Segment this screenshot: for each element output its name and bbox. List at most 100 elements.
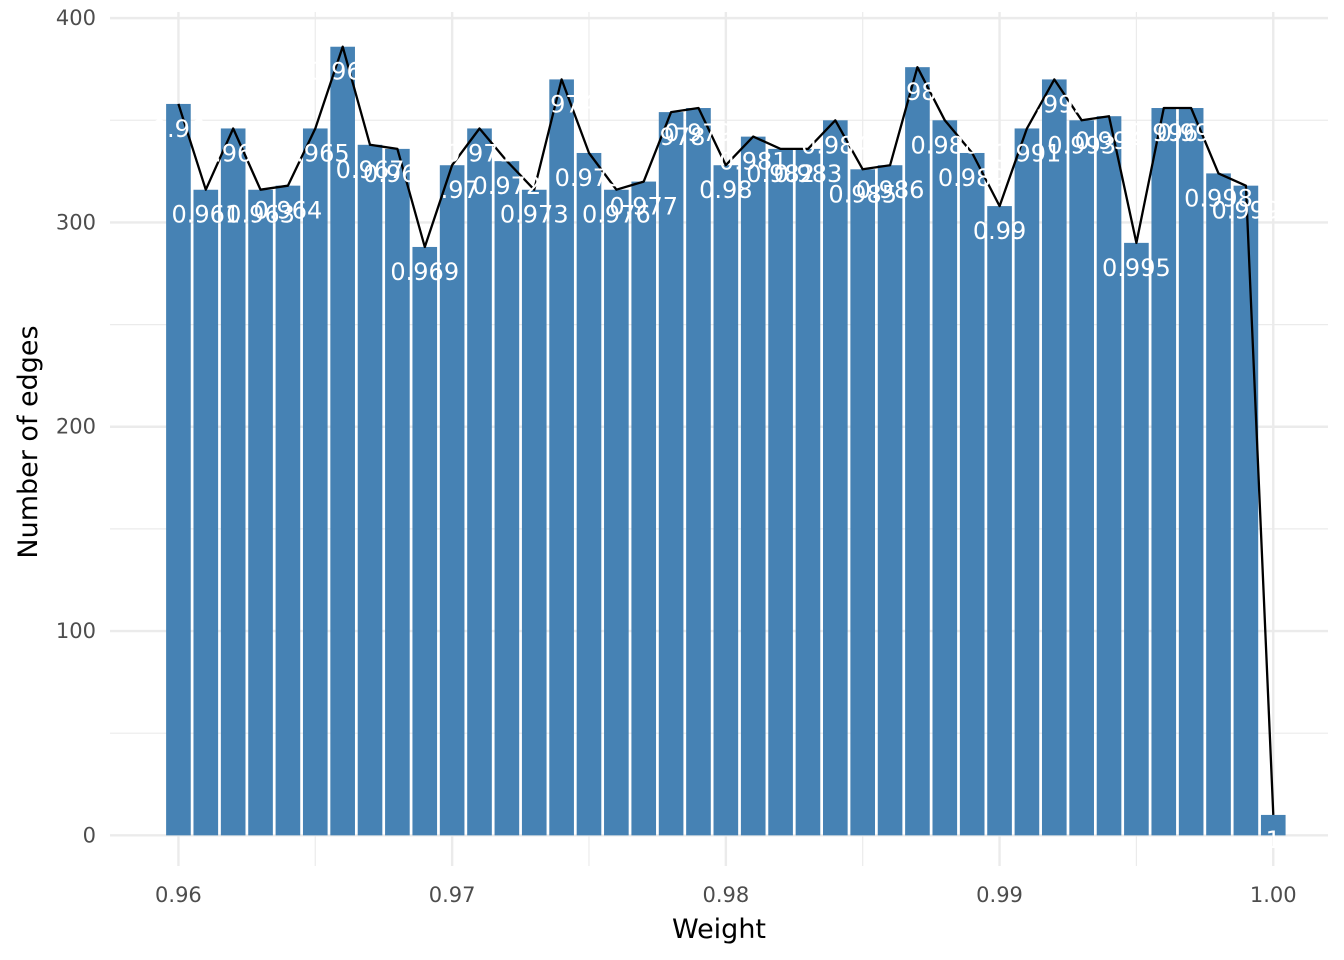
bar-label: 0.981: [719, 148, 788, 176]
x-tick-label: 0.97: [429, 883, 476, 907]
bar-label: 0.98: [699, 176, 752, 204]
bar-label: 0.985: [828, 180, 897, 208]
bar-value-labels: 0.960.9610.9620.9630.9640.9650.9660.9670…: [152, 58, 1281, 854]
trend-line: [177, 45, 1275, 815]
bar: [631, 181, 657, 836]
bar-label: 0.983: [774, 160, 843, 188]
bar: [768, 148, 793, 836]
bar-label: 0.971: [445, 139, 514, 167]
y-axis-tick-labels: 0 100 200 300 400: [56, 6, 96, 847]
bar-label: 0.984: [801, 131, 870, 159]
bar-label: 0.989: [938, 164, 1007, 192]
bar-label: 0.998: [1184, 184, 1253, 212]
bar: [1124, 242, 1149, 836]
y-tick-label: 0: [83, 823, 96, 847]
bar: [877, 165, 903, 836]
bar: [1096, 116, 1122, 836]
bar: [549, 79, 574, 836]
trend-line-layer: [177, 45, 1275, 815]
y-tick-label: 300: [56, 210, 96, 234]
bar-label: 0.96: [152, 115, 205, 143]
bar: [248, 189, 273, 836]
bar: [1178, 108, 1204, 836]
bar: [220, 128, 246, 836]
bar-label: 0.979: [664, 119, 733, 147]
bar: [658, 112, 684, 836]
bar-label: 0.991: [993, 139, 1062, 167]
bar: [795, 148, 821, 836]
bar-label: 0.967: [336, 156, 405, 184]
bar: [302, 128, 328, 836]
bar-label: 0.966: [308, 58, 377, 86]
bar: [1041, 79, 1067, 836]
bar-label: 0.968: [363, 160, 432, 188]
bar-label: 0.987: [883, 78, 952, 106]
bar-label: 0.964: [254, 197, 323, 225]
bar-label: 0.974: [527, 90, 596, 118]
bar-label: 0.977: [609, 193, 678, 221]
bar: [494, 161, 520, 836]
bar: [686, 108, 711, 836]
bar-label: 0.972: [473, 172, 542, 200]
x-axis-title: Weight: [672, 914, 766, 945]
bar: [932, 120, 958, 836]
bar: [467, 128, 492, 836]
bar-label: 0.997: [1157, 119, 1226, 147]
bar: [412, 246, 438, 836]
bar-label: 0.993: [1047, 131, 1116, 159]
bar: [330, 46, 355, 836]
bar: [439, 165, 465, 836]
bar-label: 0.962: [199, 139, 268, 167]
x-tick-label: 0.96: [155, 883, 202, 907]
bar: [850, 169, 876, 836]
bar: [1206, 173, 1231, 836]
bar-label: 1: [1266, 826, 1281, 854]
bar: [521, 189, 547, 836]
bar: [713, 165, 739, 836]
bar-label: 0.976: [582, 201, 651, 229]
bars: [166, 46, 1286, 836]
bar-label: 0.969: [390, 258, 459, 286]
x-tick-label: 0.98: [702, 883, 749, 907]
y-tick-label: 200: [56, 415, 96, 439]
bar: [275, 185, 301, 836]
bar-label: 0.975: [555, 164, 624, 192]
bar-label: 0.992: [1020, 90, 1089, 118]
bar: [166, 103, 191, 836]
bar-label: 0.978: [637, 123, 706, 151]
bar-label: 0.994: [1075, 127, 1144, 155]
bar-label: 0.986: [856, 176, 925, 204]
bar-label: 0.996: [1129, 119, 1198, 147]
bar: [1260, 814, 1286, 836]
bar-label: 0.965: [281, 139, 350, 167]
bar: [959, 152, 985, 836]
x-tick-label: 0.99: [976, 883, 1023, 907]
y-tick-label: 100: [56, 619, 96, 643]
bar-label: 0.961: [171, 201, 240, 229]
bar: [385, 148, 410, 836]
bar: [604, 189, 629, 836]
bar-label: 0.982: [746, 160, 815, 188]
bar: [987, 206, 1012, 836]
bar: [1233, 185, 1259, 836]
bar: [1014, 128, 1040, 836]
bar-label: 0.999: [1212, 197, 1281, 225]
bar: [823, 120, 848, 836]
bar: [1069, 120, 1094, 836]
x-tick-label: 1.00: [1250, 883, 1297, 907]
bar-label: 0.963: [226, 201, 295, 229]
bar-label: 0.988: [910, 131, 979, 159]
bar-label: 0.973: [500, 201, 569, 229]
y-tick-label: 400: [56, 6, 96, 30]
bar: [193, 189, 219, 836]
bar-label: 0.99: [973, 217, 1026, 245]
bar-label: 0.995: [1102, 254, 1171, 282]
y-axis-title: Number of edges: [13, 325, 44, 558]
bar: [1151, 108, 1177, 836]
bar: [905, 67, 930, 836]
x-axis-tick-labels: 0.96 0.97 0.98 0.99 1.00: [155, 883, 1297, 907]
bar: [576, 152, 602, 836]
bar: [357, 144, 383, 836]
bar-label: 0.97: [425, 176, 478, 204]
